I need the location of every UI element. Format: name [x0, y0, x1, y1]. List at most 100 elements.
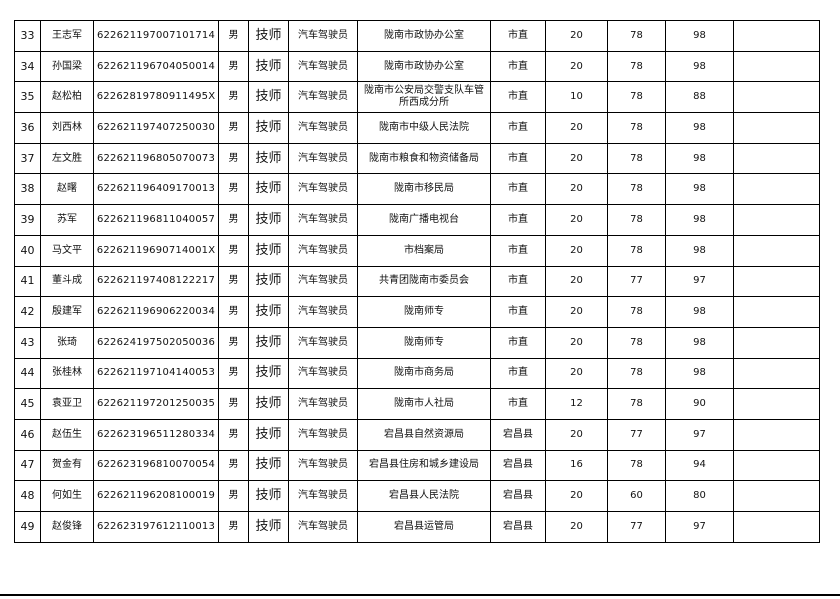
cell-title: 技师	[248, 480, 289, 512]
cell-score-a: 20	[545, 418, 608, 451]
cell-gender: 男	[218, 81, 249, 114]
cell-occupation: 汽车驾驶员	[288, 418, 358, 451]
cell-remarks	[733, 50, 820, 83]
cell-region: 宕昌县	[490, 449, 546, 482]
cell-name: 殷建军	[40, 296, 94, 328]
cell-name: 贺金有	[40, 449, 94, 482]
cell-occupation: 汽车驾驶员	[288, 173, 358, 206]
cell-occupation: 汽车驾驶员	[288, 449, 358, 482]
cell-title: 技师	[248, 142, 289, 175]
cell-remarks	[733, 388, 820, 420]
cell-gender: 男	[218, 388, 249, 420]
cell-number: 34	[14, 50, 41, 83]
cell-region: 宕昌县	[490, 418, 546, 451]
cell-gender: 男	[218, 357, 249, 390]
cell-remarks	[733, 142, 820, 175]
cell-title: 技师	[248, 173, 289, 206]
cell-work-unit: 陇南市人社局	[357, 388, 491, 420]
cell-name: 左文胜	[40, 142, 94, 175]
cell-name: 赵曙	[40, 173, 94, 206]
cell-number: 37	[14, 142, 41, 175]
cell-work-unit: 宕昌县人民法院	[357, 480, 491, 512]
cell-total: 97	[665, 265, 734, 298]
cell-region: 市直	[490, 326, 546, 359]
cell-number: 38	[14, 173, 41, 206]
cell-region: 宕昌县	[490, 511, 546, 543]
cell-work-unit: 陇南市商务局	[357, 357, 491, 390]
cell-work-unit: 陇南师专	[357, 296, 491, 328]
cell-score-a: 20	[545, 480, 608, 512]
cell-score-a: 20	[545, 265, 608, 298]
cell-name: 袁亚卫	[40, 388, 94, 420]
cell-occupation: 汽车驾驶员	[288, 388, 358, 420]
cell-title: 技师	[248, 50, 289, 83]
cell-number: 33	[14, 20, 41, 52]
table-row: 46 赵伍生 622623196511280334 男技师 汽车驾驶员 宕昌县自然资源局宕…	[14, 418, 820, 451]
cell-occupation: 汽车驾驶员	[288, 112, 358, 144]
cell-score-b: 78	[607, 112, 666, 144]
cell-number: 44	[14, 357, 41, 390]
cell-occupation: 汽车驾驶员	[288, 50, 358, 83]
cell-total: 98	[665, 50, 734, 83]
cell-total: 88	[665, 81, 734, 114]
cell-title: 技师	[248, 234, 289, 267]
cell-number: 47	[14, 449, 41, 482]
cell-score-b: 78	[607, 326, 666, 359]
cell-number: 35	[14, 81, 41, 114]
cell-gender: 男	[218, 234, 249, 267]
cell-id-number: 622624197502050036	[93, 326, 219, 359]
cell-occupation: 汽车驾驶员	[288, 20, 358, 52]
cell-gender: 男	[218, 173, 249, 206]
cell-id-number: 622621196704050014	[93, 50, 219, 83]
cell-name: 赵伍生	[40, 418, 94, 451]
table-row: 38 赵曙 622621196409170013 男技师 汽车驾驶员 陇南市移民局 市直 20…	[14, 173, 820, 206]
cell-title: 技师	[248, 204, 289, 236]
cell-id-number: 622621196906220034	[93, 296, 219, 328]
cell-remarks	[733, 20, 820, 52]
cell-name: 张琦	[40, 326, 94, 359]
cell-region: 市直	[490, 20, 546, 52]
cell-score-b: 78	[607, 234, 666, 267]
cell-occupation: 汽车驾驶员	[288, 234, 358, 267]
cell-name: 苏军	[40, 204, 94, 236]
table-row: 41 董斗成 622621197408122217 男技师 汽车驾驶员 共青团陇南市委员会…	[14, 265, 820, 298]
cell-score-a: 16	[545, 449, 608, 482]
cell-title: 技师	[248, 418, 289, 451]
cell-score-a: 20	[545, 20, 608, 52]
cell-total: 98	[665, 112, 734, 144]
cell-id-number: 622621197201250035	[93, 388, 219, 420]
table-row: 47 贺金有 622623196810070054 男技师 汽车驾驶员 宕昌县住房和城乡建…	[14, 449, 820, 482]
cell-remarks	[733, 81, 820, 114]
cell-score-a: 12	[545, 388, 608, 420]
cell-number: 48	[14, 480, 41, 512]
table-row: 45 袁亚卫 622621197201250035 男技师 汽车驾驶员 陇南市人社局 市直 1…	[14, 388, 820, 420]
table-row: 42 殷建军 622621196906220034 男技师 汽车驾驶员 陇南师专 市直 20 7…	[14, 296, 820, 328]
cell-work-unit: 陇南市政协办公室	[357, 50, 491, 83]
cell-total: 98	[665, 204, 734, 236]
cell-remarks	[733, 112, 820, 144]
cell-remarks	[733, 326, 820, 359]
cell-score-b: 78	[607, 449, 666, 482]
cell-total: 98	[665, 326, 734, 359]
cell-title: 技师	[248, 388, 289, 420]
cell-title: 技师	[248, 296, 289, 328]
cell-work-unit: 陇南师专	[357, 326, 491, 359]
cell-remarks	[733, 511, 820, 543]
cell-region: 市直	[490, 142, 546, 175]
cell-id-number: 622623196810070054	[93, 449, 219, 482]
cell-region: 市直	[490, 204, 546, 236]
cell-total: 90	[665, 388, 734, 420]
cell-score-b: 78	[607, 173, 666, 206]
cell-id-number: 62262819780911495X	[93, 81, 219, 114]
cell-title: 技师	[248, 81, 289, 114]
cell-total: 98	[665, 142, 734, 175]
cell-score-a: 10	[545, 81, 608, 114]
cell-title: 技师	[248, 357, 289, 390]
cell-id-number: 622621196811040057	[93, 204, 219, 236]
cell-region: 市直	[490, 112, 546, 144]
cell-total: 80	[665, 480, 734, 512]
cell-id-number: 622623196511280334	[93, 418, 219, 451]
cell-title: 技师	[248, 326, 289, 359]
table-row: 37 左文胜 622621196805070073 男技师 汽车驾驶员 陇南市粮食和物资储…	[14, 142, 820, 175]
cell-occupation: 汽车驾驶员	[288, 265, 358, 298]
